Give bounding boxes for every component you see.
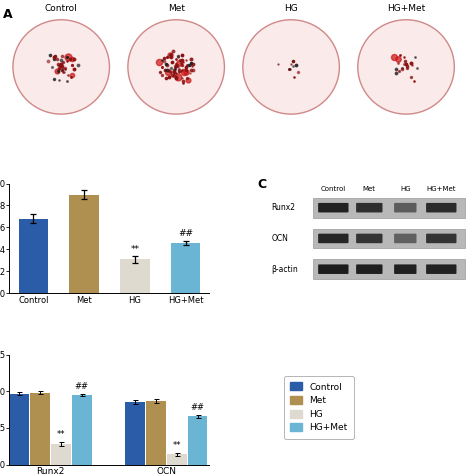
Ellipse shape [358,20,454,114]
FancyBboxPatch shape [356,264,383,274]
Text: C: C [257,178,266,191]
Bar [9,393,29,465]
Bar [167,454,187,465]
Text: ##: ## [191,403,205,412]
Bar [51,444,71,465]
Text: **: ** [173,441,181,450]
FancyBboxPatch shape [426,264,456,274]
Bar [72,395,91,465]
FancyBboxPatch shape [318,264,348,274]
Bar [188,416,208,465]
FancyBboxPatch shape [426,234,456,243]
Text: **: ** [57,430,65,439]
Text: HG: HG [284,4,298,13]
FancyBboxPatch shape [313,228,465,248]
Legend: Control, Met, HG, HG+Met: Control, Met, HG, HG+Met [284,376,354,439]
Text: Runx2: Runx2 [271,203,295,212]
Text: HG: HG [400,186,410,191]
Text: Control: Control [321,186,346,191]
FancyBboxPatch shape [394,264,417,274]
Bar [171,243,201,293]
Ellipse shape [128,20,224,114]
Text: **: ** [130,245,139,254]
Bar [18,219,48,293]
Text: ##: ## [75,382,89,391]
Ellipse shape [243,20,339,114]
Text: A: A [2,8,12,21]
Text: Control: Control [45,4,78,13]
Bar [146,401,166,465]
FancyBboxPatch shape [394,234,417,243]
Text: OCN: OCN [271,234,288,243]
FancyBboxPatch shape [356,234,383,243]
FancyBboxPatch shape [318,203,348,212]
Bar [69,194,99,293]
Text: Met: Met [363,186,376,191]
Bar [120,259,149,293]
Text: Met: Met [168,4,185,13]
FancyBboxPatch shape [426,203,456,212]
Bar [125,402,145,465]
FancyBboxPatch shape [394,203,417,212]
Text: ##: ## [178,229,193,238]
Bar [30,393,50,465]
Text: HG+Met: HG+Met [427,186,456,191]
FancyBboxPatch shape [313,259,465,279]
FancyBboxPatch shape [313,198,465,218]
Text: β-actin: β-actin [271,264,298,273]
Ellipse shape [13,20,109,114]
Text: HG+Met: HG+Met [387,4,425,13]
FancyBboxPatch shape [356,203,383,212]
FancyBboxPatch shape [318,234,348,243]
